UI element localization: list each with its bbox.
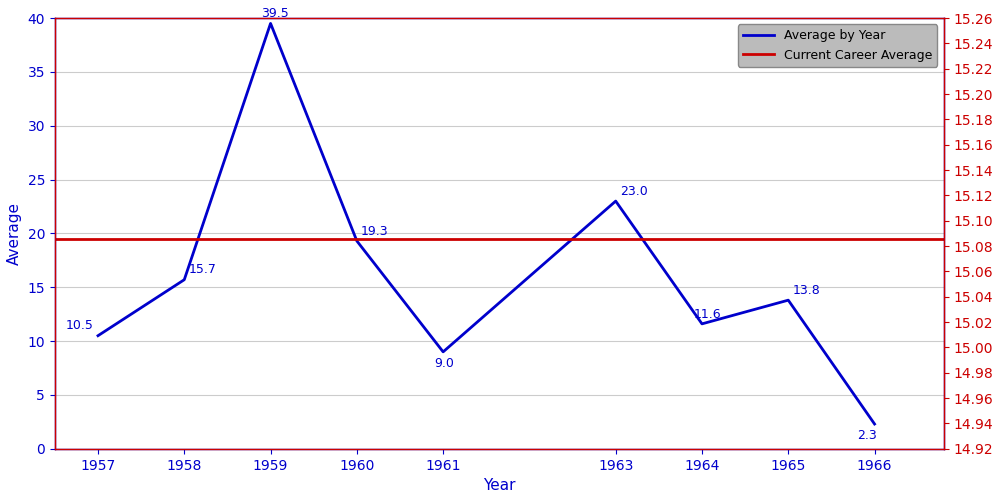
Text: 9.0: 9.0 [435,357,454,370]
Average by Year [869,421,881,427]
Text: 11.6: 11.6 [693,308,721,320]
Y-axis label: Average: Average [7,202,22,265]
Average by Year [351,238,363,244]
X-axis label: Year: Year [483,478,515,493]
Text: 23.0: 23.0 [620,185,648,198]
Average by Year [437,349,449,355]
Average by Year [782,297,794,303]
Average by Year [265,20,277,26]
Average by Year [696,321,708,327]
Text: 13.8: 13.8 [793,284,820,297]
Text: 15.7: 15.7 [189,264,216,276]
Text: 39.5: 39.5 [261,7,289,20]
Average by Year [610,198,622,204]
Average by Year [92,332,104,338]
Line: Average by Year: Average by Year [98,24,875,424]
Average by Year [178,276,190,282]
Text: 10.5: 10.5 [66,320,94,332]
Text: 19.3: 19.3 [361,224,389,237]
Legend: Average by Year, Current Career Average: Average by Year, Current Career Average [738,24,937,66]
Text: 2.3: 2.3 [857,430,877,442]
